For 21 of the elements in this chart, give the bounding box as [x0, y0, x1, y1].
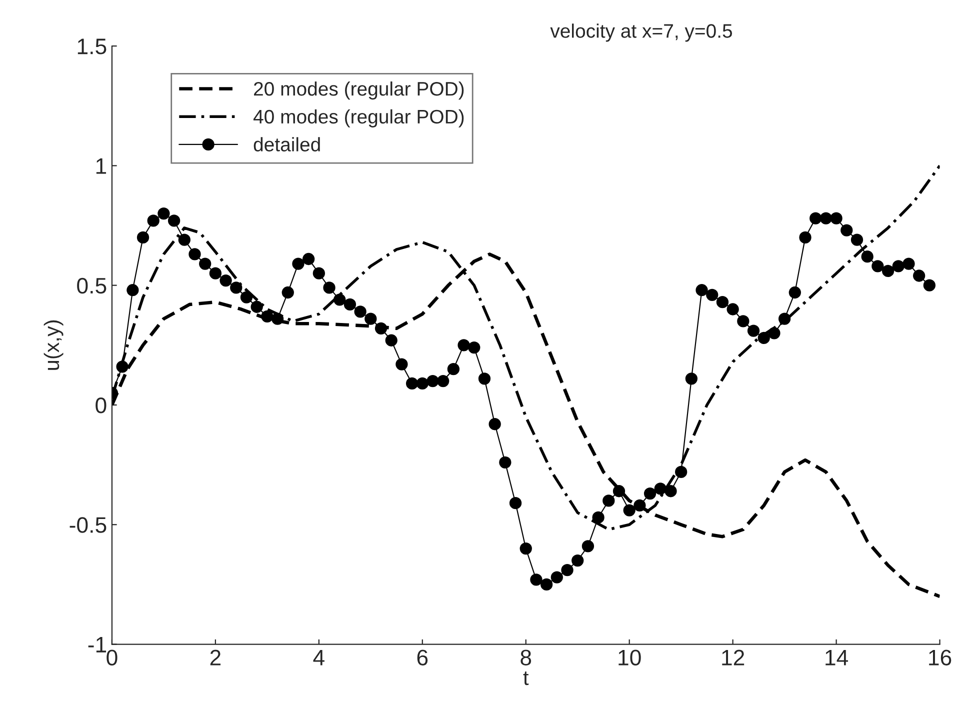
legend-label: 40 modes (regular POD) — [253, 109, 464, 128]
y-tick-label: 1 — [96, 158, 106, 174]
legend-label: 20 modes (regular POD) — [254, 81, 464, 100]
y-tick-label: -0.5 — [70, 517, 106, 533]
x-tick-label: 14 — [826, 650, 848, 666]
y-axis-title: u(x,y) — [44, 320, 64, 370]
chart-title: velocity at x=7, y=0.5 — [550, 24, 732, 42]
y-tick-label: 0.5 — [77, 278, 106, 294]
y-tick-label: 0 — [96, 398, 106, 414]
x-tick-label: 16 — [929, 650, 952, 666]
y-tick-label: 1.5 — [78, 38, 106, 54]
x-axis-title: t — [523, 671, 529, 686]
x-tick-label: 2 — [210, 650, 221, 666]
x-tick-label: 12 — [722, 650, 744, 666]
x-tick-label: 10 — [618, 650, 641, 666]
x-tick-label: 0 — [106, 650, 118, 666]
x-tick-label: 4 — [313, 650, 324, 666]
y-tick-label: -1 — [88, 637, 106, 652]
legend-label: detailed — [254, 137, 320, 152]
x-tick-label: 8 — [520, 650, 532, 666]
x-tick-label: 6 — [417, 650, 428, 666]
